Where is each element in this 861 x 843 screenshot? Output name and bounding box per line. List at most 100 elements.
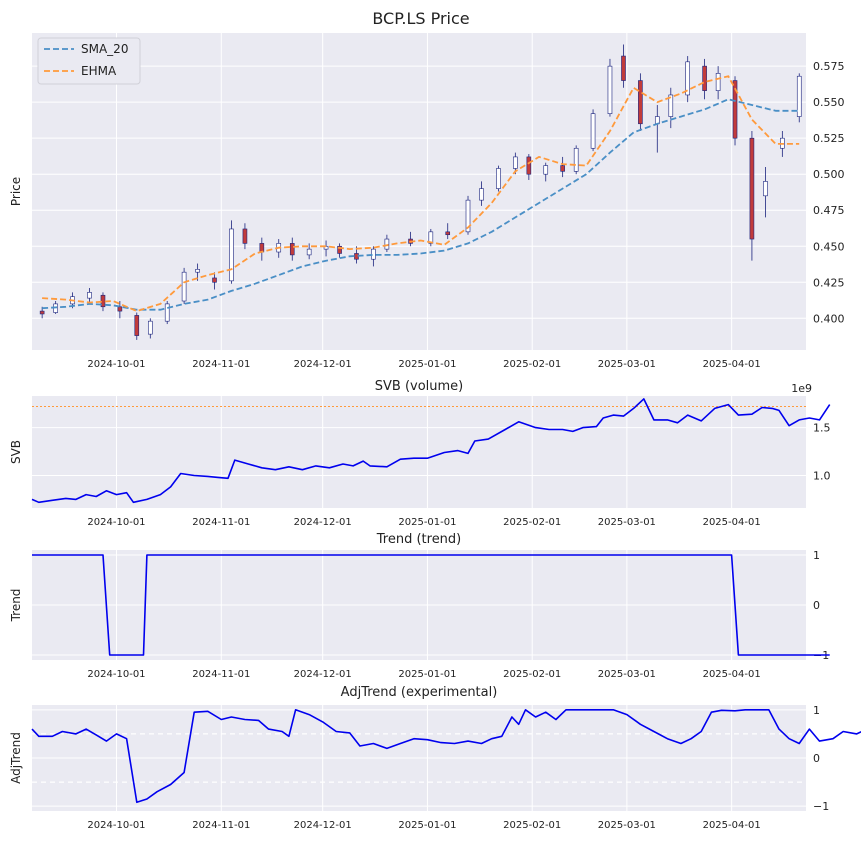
candle-body [117, 306, 123, 312]
candle-body [715, 73, 721, 91]
candle-body [229, 228, 234, 282]
legend: SMA_20 EHMA [37, 37, 141, 85]
series-line [31, 708, 861, 804]
x-tick-label: 2024-12-01 [294, 820, 352, 831]
panel-title: Trend (trend) [376, 532, 462, 547]
y-tick-label: 0.475 [813, 204, 845, 217]
y-tick-label: 0.525 [813, 132, 845, 145]
candle-body [39, 310, 45, 315]
x-tick-label: 2024-10-01 [87, 359, 145, 370]
y-axis-label: Trend [9, 589, 23, 623]
y-tick-label: 0.450 [813, 240, 845, 253]
x-tick-label: 2024-10-01 [87, 820, 145, 831]
svb-panel: 2024-10-01 2024-11-01 2024-12-01 2025-01-01… [9, 379, 831, 528]
x-tick-label: 2025-04-01 [703, 820, 761, 831]
candle-body [465, 199, 471, 233]
x-tick-label: 2025-01-01 [398, 820, 456, 831]
x-tick-label: 2025-03-01 [598, 820, 656, 831]
candle-body [479, 188, 484, 201]
x-tick-label: 2024-12-01 [294, 669, 352, 680]
panel-title: SVB (volume) [375, 379, 464, 394]
candle-body [573, 147, 579, 172]
candle-body [590, 113, 596, 149]
candle-body [543, 165, 549, 175]
main-title: BCP.LS Price [372, 9, 469, 28]
price-panel: 2024-10-01 2024-11-01 2024-12-01 2025-01-01… [9, 33, 845, 370]
candle-body [212, 277, 217, 283]
candle-body [164, 303, 170, 322]
plot-area [32, 33, 806, 350]
series-line [32, 554, 830, 656]
series-line [31, 398, 831, 504]
y-tick-label: 0.425 [813, 276, 845, 289]
y-tick-label: 0.400 [813, 312, 845, 325]
y-tick-label: −1 [813, 800, 829, 813]
y-tick-label: 0.500 [813, 168, 845, 181]
candle-body [496, 168, 501, 189]
plot-area [32, 396, 806, 508]
x-tick-label: 2025-02-01 [503, 820, 561, 831]
y-axis-label: AdjTrend [9, 732, 23, 784]
candle-body [147, 320, 153, 335]
trend-panel: 2024-10-01 2024-11-01 2024-12-01 2025-01-01… [9, 532, 830, 680]
y-tick-label: 1.0 [813, 469, 831, 482]
candle-body [732, 80, 738, 139]
x-tick-label: 2025-01-01 [398, 669, 456, 680]
x-tick-label: 2025-02-01 [503, 517, 561, 528]
candle-body [749, 137, 755, 240]
x-tick-label: 2025-04-01 [703, 359, 761, 370]
y-tick-label: 1 [813, 549, 820, 562]
x-tick-label: 2025-03-01 [598, 517, 656, 528]
x-tick-label: 2024-11-01 [192, 669, 250, 680]
y-tick-label: 1 [813, 704, 820, 717]
candle-body [638, 80, 643, 125]
x-tick-label: 2025-03-01 [598, 669, 656, 680]
legend-label: EHMA [81, 64, 117, 78]
x-tick-label: 2025-01-01 [398, 359, 456, 370]
x-tick-label: 2024-12-01 [294, 359, 352, 370]
candle-body [306, 248, 312, 256]
x-tick-label: 2024-10-01 [87, 669, 145, 680]
x-tick-label: 2024-11-01 [192, 517, 250, 528]
candle-body [323, 245, 329, 250]
x-tick-label: 2024-11-01 [192, 820, 250, 831]
adjtrend-panel: 2024-10-01 2024-11-01 2024-12-01 2025-01-01… [9, 685, 861, 831]
panel-title: AdjTrend (experimental) [341, 685, 498, 700]
candle-body [607, 65, 613, 114]
candle-body [195, 269, 200, 273]
candle-body [685, 61, 691, 96]
candle-body [87, 292, 92, 299]
candle-body [513, 156, 518, 169]
y-tick-label: 0.575 [813, 60, 845, 73]
candle-body [428, 231, 434, 244]
x-tick-label: 2024-12-01 [294, 517, 352, 528]
candle-body [668, 94, 674, 117]
candle-body [763, 181, 768, 197]
candle-body [384, 238, 390, 250]
candle-body [242, 228, 248, 244]
y-tick-label: 0 [813, 752, 820, 765]
candle-body [621, 55, 626, 81]
candle-body [445, 231, 451, 236]
legend-label: SMA_20 [81, 42, 128, 56]
x-tick-label: 2024-11-01 [192, 359, 250, 370]
candle-body [560, 165, 565, 172]
y-axis-label: SVB [9, 440, 23, 464]
x-tick-label: 2024-10-01 [87, 517, 145, 528]
x-tick-label: 2025-02-01 [503, 669, 561, 680]
series-line-ehma [42, 75, 800, 313]
y-tick-label: 1.5 [813, 422, 831, 435]
axis-multiplier-label: 1e9 [791, 382, 812, 395]
candle-body [289, 243, 295, 256]
candle-body [526, 156, 532, 175]
candle-body [337, 245, 342, 254]
candle-body [796, 75, 802, 117]
x-tick-label: 2025-02-01 [503, 359, 561, 370]
series-line-sma_20 [42, 98, 800, 311]
x-tick-label: 2025-03-01 [598, 359, 656, 370]
candle-body [181, 271, 187, 302]
candle-body [702, 65, 707, 91]
y-tick-label: 0 [813, 599, 820, 612]
y-axis-label: Price [9, 177, 23, 206]
